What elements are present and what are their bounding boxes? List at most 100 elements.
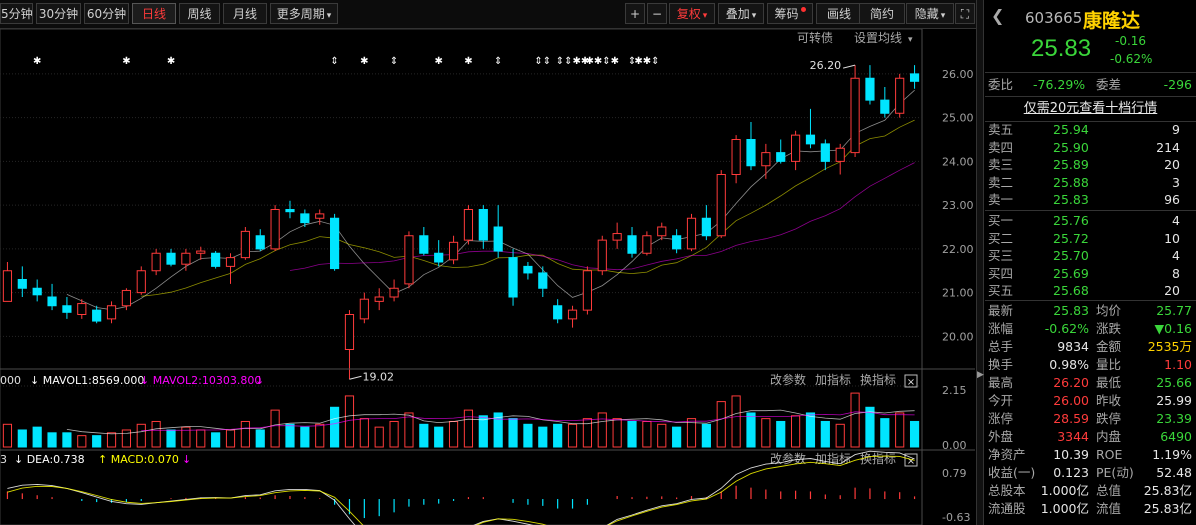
stat-label: 均价 <box>1096 303 1122 318</box>
convertible-bond-link[interactable]: 可转债 <box>797 30 833 45</box>
volume-bar <box>330 406 340 448</box>
stat-label: 涨幅 <box>988 321 1014 336</box>
event-marker[interactable]: ⇕ <box>390 56 398 67</box>
stat-label: 最低 <box>1096 375 1122 390</box>
volume-bar <box>567 423 578 448</box>
volume-bar <box>865 406 875 448</box>
stats-row: 涨停 28.59 跌停 23.39 <box>985 410 1196 428</box>
level2-promo-link[interactable]: 仅需20元查看十档行情 <box>1023 101 1158 116</box>
bid-row: 买三 25.70 4 <box>985 247 1196 265</box>
event-marker[interactable]: ✱✱⇕✱ <box>586 56 620 67</box>
candle-body <box>865 77 875 101</box>
event-marker[interactable]: ✱ <box>33 56 41 67</box>
stat-label: PE(动) <box>1096 465 1134 480</box>
candle-body <box>285 209 295 213</box>
volume-bar <box>2 423 13 448</box>
volume-bar <box>776 420 786 448</box>
hide-dropdown[interactable]: 隐藏 ▾ <box>906 3 954 24</box>
event-marker[interactable]: ⇕⇕ <box>534 56 551 67</box>
period-30min-button[interactable]: 30分钟 <box>36 3 81 24</box>
price-tick-label: 22.00 <box>942 243 974 256</box>
event-marker[interactable]: ✱✱⇕ <box>634 56 659 67</box>
close-icon[interactable] <box>904 374 918 388</box>
price-tick-label: 21.00 <box>942 287 974 300</box>
panel-splitter[interactable]: ▶ <box>976 0 984 525</box>
zoom-out-button[interactable]: − <box>647 3 667 24</box>
event-marker[interactable]: ✱ <box>434 56 442 67</box>
bid-volume: 10 <box>1164 230 1180 246</box>
volume-pane-button[interactable]: 换指标 <box>860 372 896 387</box>
candle-body <box>672 235 682 250</box>
candle-body <box>344 314 355 350</box>
event-marker[interactable]: ✱ <box>167 56 175 67</box>
volume-bar <box>404 412 414 448</box>
stat-label: 涨停 <box>988 411 1014 426</box>
close-icon-glyph[interactable]: × <box>907 456 915 467</box>
stat-value: 9834 <box>1057 339 1089 354</box>
event-marker[interactable]: ✱ <box>360 56 368 67</box>
period-monthly-button[interactable]: 月线 <box>223 3 267 24</box>
close-icon-glyph[interactable]: × <box>907 377 915 388</box>
period-5min-button[interactable]: 5分钟 <box>0 3 33 24</box>
candle-body <box>374 296 384 302</box>
stat-value: ▼0.16 <box>1154 321 1192 336</box>
volume-bar <box>909 420 920 448</box>
candle-body <box>211 252 221 267</box>
volume-pane-button[interactable]: 改参数 <box>770 372 806 387</box>
volume-indicator-label: ↓ MAVOL2:10303.800 <box>140 374 261 387</box>
stock-name: 康隆达 <box>1083 10 1141 32</box>
kline-chart[interactable]: 26.00 25.00 24.00 23.00 22.00 21.00 20.00 可转债 设置… <box>0 29 975 525</box>
stats-row: 今开 26.00 昨收 25.99 <box>985 392 1196 410</box>
volume-indicator-label: 000 <box>0 374 21 387</box>
candle-body <box>463 209 474 241</box>
event-marker[interactable]: ⇕ <box>628 56 636 67</box>
candle-body <box>880 99 890 114</box>
volume-pane-button[interactable]: 加指标 <box>815 372 851 387</box>
bid-row: 买四 25.69 8 <box>985 265 1196 283</box>
candle-body <box>761 152 771 167</box>
high-pointer <box>842 64 856 69</box>
period-60min-button[interactable]: 60分钟 <box>84 3 129 24</box>
quote-header: ❮ 603665 康隆达 25.83 -0.16 -0.62% <box>985 0 1196 73</box>
volume-bar <box>791 415 801 448</box>
ask-row: 卖一 25.83 96 <box>985 191 1196 209</box>
stat-value: 6490 <box>1160 429 1192 444</box>
volume-bar <box>389 420 399 448</box>
period-weekly-button[interactable]: 周线 <box>179 3 220 24</box>
close-icon[interactable] <box>904 453 918 467</box>
more-periods-dropdown[interactable]: 更多周期 ▾ <box>270 3 338 24</box>
event-marker[interactable]: ✱ <box>122 56 130 67</box>
fullscreen-button[interactable]: ⛶ <box>955 3 975 24</box>
back-arrow-icon[interactable]: ❮ <box>991 6 1005 25</box>
price-change: -0.16 <box>1115 34 1147 48</box>
stat-value: 25.99 <box>1156 393 1192 408</box>
stat-value: 25.83 <box>1053 303 1089 318</box>
set-ma-link[interactable]: 设置均线 <box>854 31 902 45</box>
chips-button[interactable]: 筹码 <box>767 3 813 24</box>
stat-value: -0.62% <box>1044 321 1089 336</box>
volume-bar <box>270 409 280 448</box>
stat-label: 内盘 <box>1096 429 1122 444</box>
macd-pane-button[interactable]: 改参数 <box>770 451 806 466</box>
event-marker[interactable]: ✱ <box>464 56 472 67</box>
adjust-dropdown[interactable]: 复权 ▾ <box>669 3 715 24</box>
simple-mode-button[interactable]: 简约 <box>859 3 905 24</box>
zoom-in-button[interactable]: + <box>625 3 645 24</box>
volume-bar <box>255 429 265 448</box>
stats-row: 换手 0.98% 量比 1.10 <box>985 356 1196 374</box>
collapse-arrow-icon[interactable]: ▶ <box>977 370 984 380</box>
period-daily-button[interactable]: 日线 <box>132 3 176 24</box>
stat-label: 净资产 <box>988 447 1026 462</box>
volume-bar <box>121 429 131 448</box>
candle-body <box>225 257 236 267</box>
webi-value: -76.29% <box>1033 77 1086 92</box>
bid-price: 25.68 <box>1053 283 1089 299</box>
macd-pane-button[interactable]: 换指标 <box>860 451 896 466</box>
overlay-dropdown[interactable]: 叠加 ▾ <box>718 3 764 24</box>
candle-body <box>434 252 444 263</box>
event-marker[interactable]: ⇕ <box>494 56 502 67</box>
candle-body <box>17 279 27 289</box>
event-marker[interactable]: ⇕⇕✱✱ <box>556 56 590 67</box>
draw-line-button[interactable]: 画线 <box>816 3 862 24</box>
event-marker[interactable]: ⇕ <box>330 56 338 67</box>
